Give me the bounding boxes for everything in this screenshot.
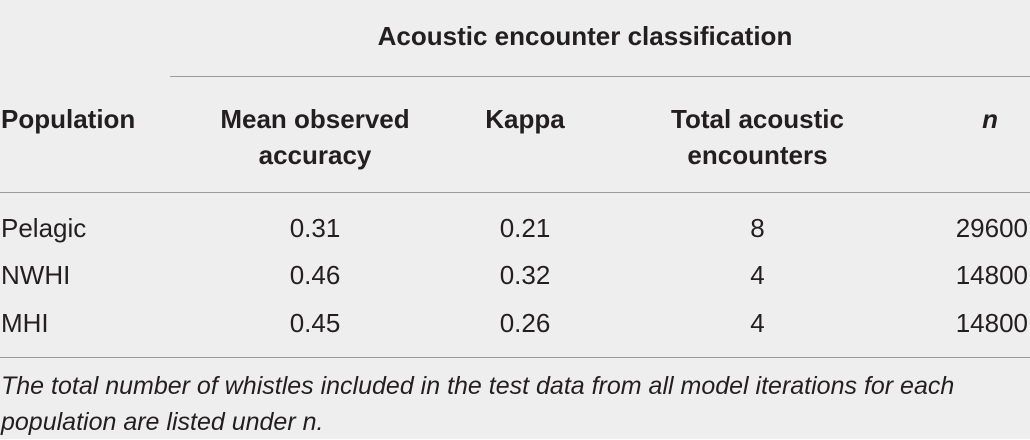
row-1-total: 8: [750, 213, 765, 243]
header-total-line2: encounters: [687, 140, 828, 170]
row-2-n: 14800: [955, 260, 1028, 290]
row-3-kappa: 0.26: [499, 308, 551, 338]
row-1-n: 29600: [955, 213, 1028, 243]
header-accuracy-line2: accuracy: [258, 140, 372, 170]
row-3-total: 4: [750, 308, 765, 338]
row-2-kappa: 0.32: [499, 260, 551, 290]
header-total-encounters: Total acoustic encounters: [630, 101, 885, 173]
group-header-rule: [170, 76, 1030, 77]
row-1-kappa: 0.21: [499, 213, 551, 243]
table-footnote: The total number of whistles included in…: [1, 372, 955, 436]
header-accuracy-line1: Mean observed: [220, 104, 410, 134]
row-3-population: MHI: [1, 308, 49, 338]
header-rule: [0, 192, 1030, 193]
row-1-population: Pelagic: [1, 213, 87, 243]
bottom-rule: [0, 357, 1030, 358]
row-2-accuracy: 0.46: [289, 260, 341, 290]
header-n: n: [982, 104, 998, 134]
row-2-population: NWHI: [1, 260, 71, 290]
row-2-total: 4: [750, 260, 765, 290]
header-population: Population: [1, 104, 136, 134]
row-3-accuracy: 0.45: [289, 308, 341, 338]
header-kappa: Kappa: [485, 104, 565, 134]
header-total-line1: Total acoustic: [671, 104, 844, 134]
group-header: Acoustic encounter classification: [377, 21, 793, 51]
row-3-n: 14800: [955, 308, 1028, 338]
row-1-accuracy: 0.31: [289, 213, 341, 243]
header-accuracy: Mean observed accuracy: [200, 101, 430, 173]
